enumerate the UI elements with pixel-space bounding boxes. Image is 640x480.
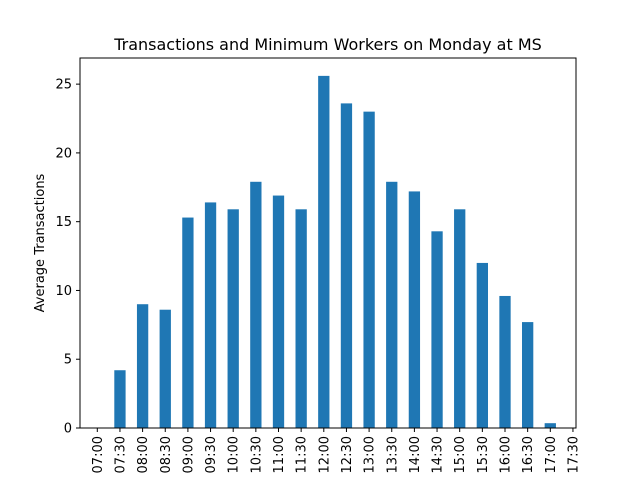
plot-frame [79,57,577,429]
bar-1030 [250,181,262,428]
x-tick-label: 10:00 [227,436,242,473]
y-axis-label: Average Transactions [33,173,48,312]
x-tick-label: 10:30 [249,436,264,473]
y-tick-label: 0 [64,422,72,437]
x-axis: 07:00 07:30 08:00 08:30 09:00 09:30 10:00 10:30… [91,428,581,473]
x-tick-label: 13:30 [385,436,400,473]
bar-1330 [386,181,398,428]
x-tick-label: 12:00 [317,436,332,473]
chart-title: Transactions and Minimum Workers on Mond… [113,35,542,54]
y-tick-label: 10 [55,284,72,299]
bar-1100 [272,195,285,428]
bar-1130 [295,209,307,428]
x-tick-label: 13:00 [363,436,378,473]
x-tick-label: 09:30 [204,436,219,473]
y-tick-label: 25 [55,78,72,93]
y-axis: 0 5 10 15 20 25 [55,78,80,437]
bar-0730 [114,370,126,428]
bar-1700 [544,423,556,428]
x-tick-label: 12:30 [340,436,355,473]
x-tick-label: 15:30 [476,436,491,473]
y-tick-label: 20 [55,146,72,161]
y-tick-label: 5 [64,353,72,368]
bar-1500 [454,209,466,428]
bar-1200 [318,75,330,428]
x-tick-label: 08:30 [159,436,174,473]
x-tick-label: 17:00 [544,436,559,473]
x-tick-label: 11:00 [272,436,287,473]
x-tick-label: 07:00 [91,436,106,473]
x-tick-label: 16:00 [499,436,514,473]
x-tick-label: 14:00 [408,436,423,473]
bar-1630 [522,322,534,428]
bar-1400 [408,191,421,428]
bar-0830 [159,309,171,428]
x-tick-label: 08:00 [136,436,151,473]
bar-0900 [182,217,194,428]
x-tick-label: 15:00 [453,436,468,473]
x-tick-label: 07:30 [113,436,128,473]
bar-1300 [363,111,375,428]
bar-1000 [227,209,239,428]
x-tick-label: 17:30 [566,436,581,473]
y-tick-label: 15 [55,215,72,230]
bar-1600 [499,295,511,428]
x-tick-label: 11:30 [295,436,310,473]
bar-0800 [136,304,149,428]
bar-1230 [340,103,353,428]
x-tick-label: 09:00 [181,436,196,473]
x-tick-label: 14:30 [431,436,446,473]
bars-group [114,75,556,428]
bar-1530 [476,262,488,428]
x-tick-label: 16:30 [521,436,536,473]
bar-1430 [431,231,443,428]
bar-0930 [204,202,217,428]
